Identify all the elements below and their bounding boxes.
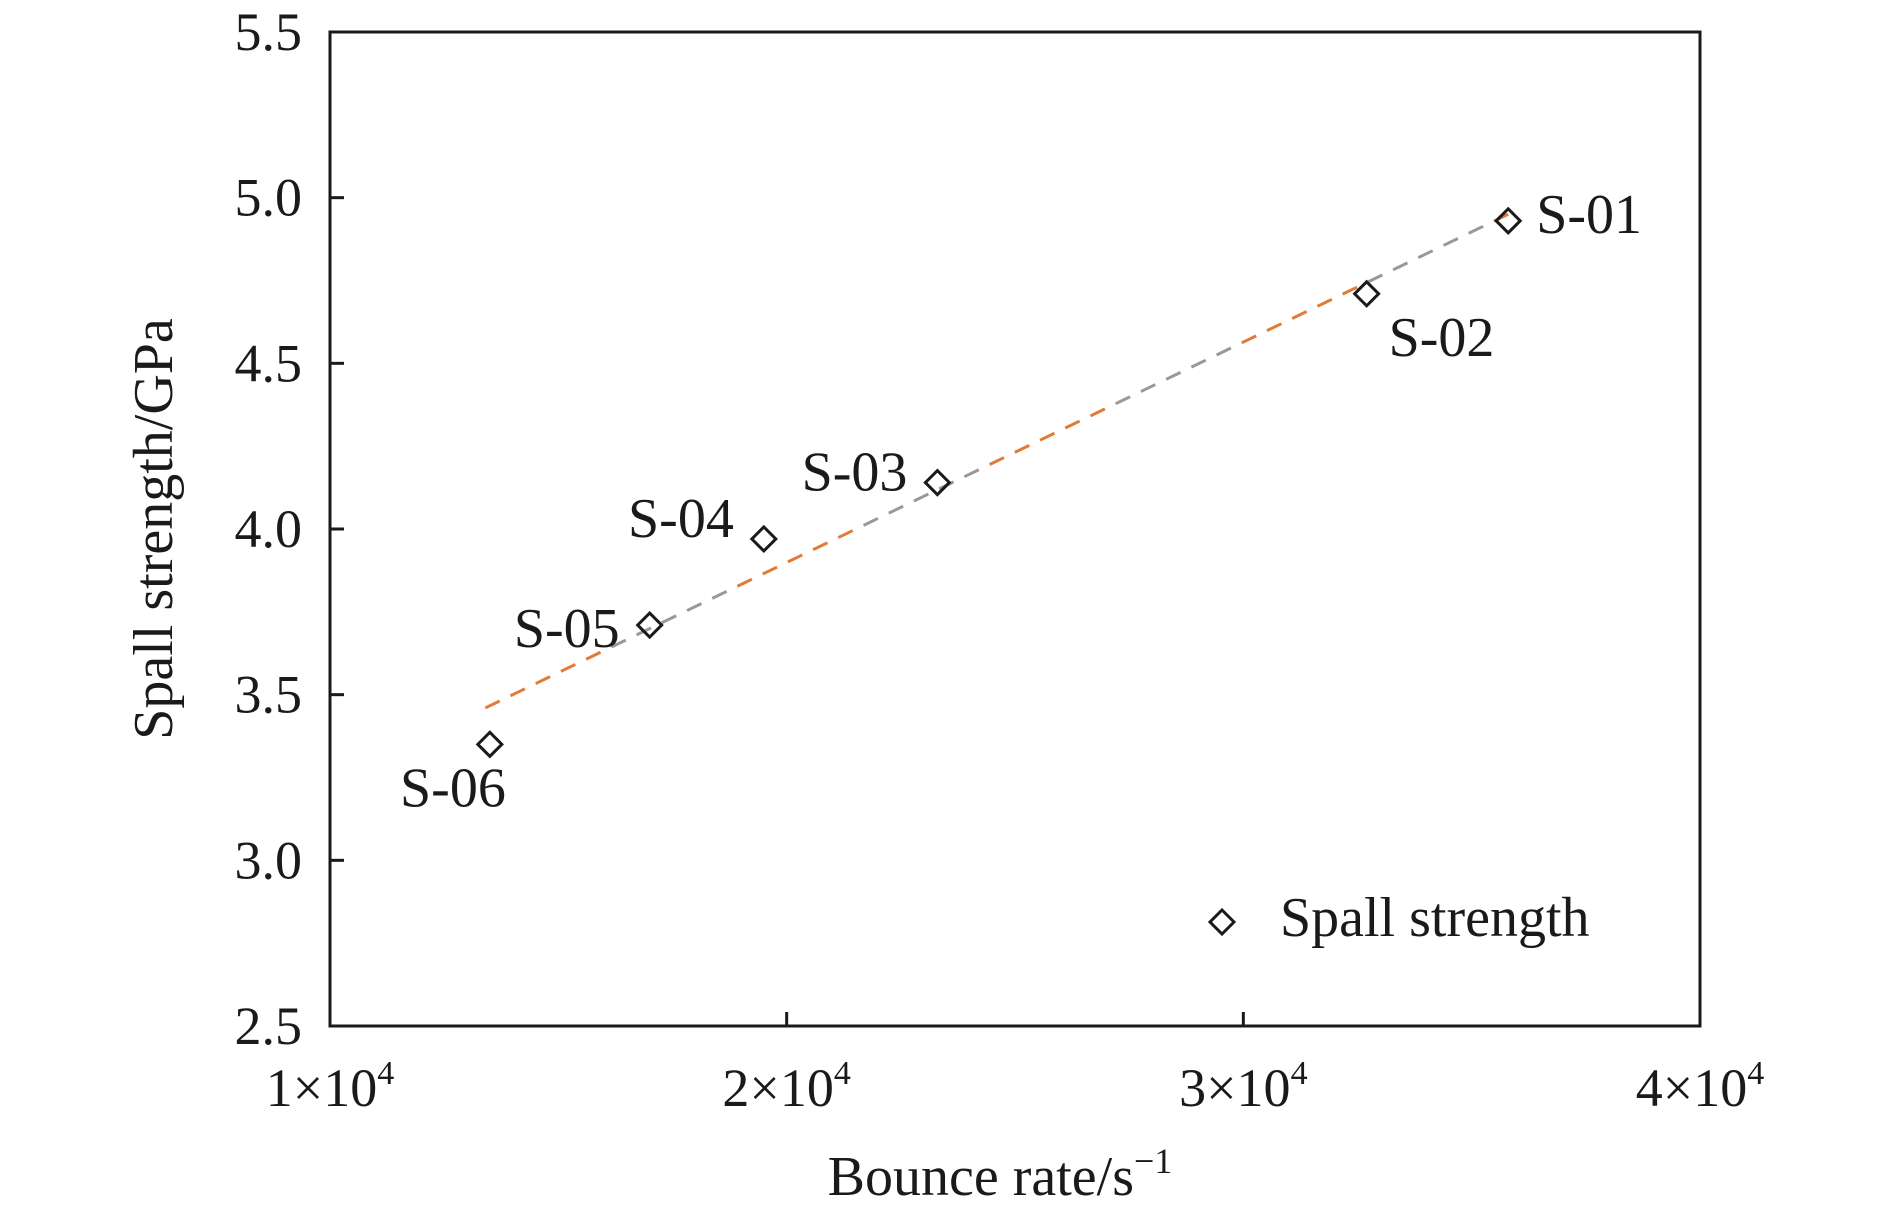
data-point-marker bbox=[635, 610, 664, 640]
fit-line-dash bbox=[1014, 444, 1030, 454]
fit-line-dash bbox=[1039, 431, 1056, 442]
x-tick-label: 2×104 bbox=[722, 1055, 850, 1118]
fit-line-dash bbox=[837, 529, 854, 539]
fit-line-dash bbox=[1266, 322, 1283, 332]
point-label: S-02 bbox=[1389, 307, 1495, 369]
legend-marker-diamond-icon bbox=[1207, 907, 1237, 937]
fit-line-dash bbox=[1316, 298, 1333, 308]
fit-line-dash bbox=[1392, 261, 1409, 272]
fit-line-dash bbox=[761, 565, 778, 576]
fit-line-dash bbox=[1417, 249, 1434, 259]
point-labels-group: S-01 S-02 S-03 S-04S-05 S-06 bbox=[400, 184, 1642, 820]
data-point-marker bbox=[1352, 279, 1381, 308]
y-tick-label: 3.5 bbox=[235, 665, 303, 725]
fit-line-dash bbox=[560, 663, 576, 673]
x-axis-label: Bounce rate/s−1 bbox=[828, 1141, 1173, 1208]
point-label: S-04 bbox=[628, 488, 734, 550]
fit-line-dash bbox=[913, 492, 930, 503]
fit-line-dash bbox=[888, 504, 904, 515]
point-label: S-05 bbox=[514, 598, 620, 660]
y-axis: 2.5 3.0 3.5 4.0 4.5 5.0 5.5 bbox=[235, 2, 344, 1056]
y-tick-label: 5.5 bbox=[235, 2, 303, 62]
data-point-marker bbox=[749, 524, 778, 554]
point-label: S-03 bbox=[802, 442, 908, 504]
fit-line-dash bbox=[509, 687, 526, 698]
fit-line-dash bbox=[1442, 237, 1459, 247]
fit-line-dash bbox=[711, 590, 728, 600]
fit-line-dash bbox=[1115, 395, 1131, 406]
fit-line-dash bbox=[1215, 346, 1232, 357]
fit-line-dash bbox=[1341, 285, 1358, 296]
fit-line-dash bbox=[610, 638, 627, 649]
fit-line-dash bbox=[1089, 407, 1106, 418]
x-axis-label-sup: −1 bbox=[1134, 1141, 1172, 1181]
data-point-marker bbox=[923, 468, 952, 497]
fit-line-dash bbox=[535, 675, 551, 685]
y-tick-label: 4.5 bbox=[235, 333, 303, 393]
x-tick-label: 3×104 bbox=[1179, 1055, 1307, 1118]
fit-line-dash bbox=[1291, 310, 1308, 320]
fit-line-dash bbox=[1140, 383, 1156, 393]
fit-line-dash bbox=[484, 699, 501, 710]
fit-line-dash bbox=[585, 650, 602, 661]
legend: Spall strength bbox=[1207, 887, 1590, 949]
y-tick-label: 4.0 bbox=[235, 499, 303, 559]
y-axis-label: Spall strength/GPa bbox=[123, 318, 185, 740]
x-tick-label: 1×104 bbox=[266, 1055, 394, 1118]
fit-line-dash bbox=[1367, 273, 1383, 284]
fit-line-dash bbox=[862, 517, 879, 527]
fit-line-dash bbox=[1064, 419, 1081, 430]
fit-line-dash bbox=[1165, 371, 1182, 381]
fit-line-dash bbox=[736, 577, 753, 588]
fit-line-dash bbox=[988, 456, 1005, 466]
fit-line-dash bbox=[812, 541, 829, 552]
y-tick-label: 2.5 bbox=[235, 996, 303, 1056]
x-tick-label: 4×104 bbox=[1636, 1055, 1764, 1118]
fit-line-dash bbox=[686, 602, 703, 612]
fit-line-dash bbox=[1241, 334, 1257, 345]
data-point-marker bbox=[1494, 206, 1523, 235]
markers-group bbox=[475, 206, 1523, 759]
fit-line-dash bbox=[787, 553, 803, 564]
fit-line-dash bbox=[963, 468, 980, 479]
y-tick-label: 3.0 bbox=[235, 830, 303, 890]
legend-label: Spall strength bbox=[1280, 887, 1590, 949]
plot-frame bbox=[328, 30, 1702, 1028]
point-label: S-01 bbox=[1536, 184, 1642, 246]
fit-line-dash bbox=[661, 614, 677, 625]
fit-line-dash bbox=[1468, 224, 1484, 235]
x-axis: 1×104 2×104 3×104 4×104 bbox=[266, 1012, 1764, 1118]
y-tick-label: 5.0 bbox=[235, 168, 303, 228]
data-point-marker bbox=[475, 730, 504, 759]
point-label: S-06 bbox=[400, 757, 506, 819]
fit-line-group bbox=[484, 212, 1509, 710]
fit-line-dash bbox=[1190, 358, 1207, 369]
